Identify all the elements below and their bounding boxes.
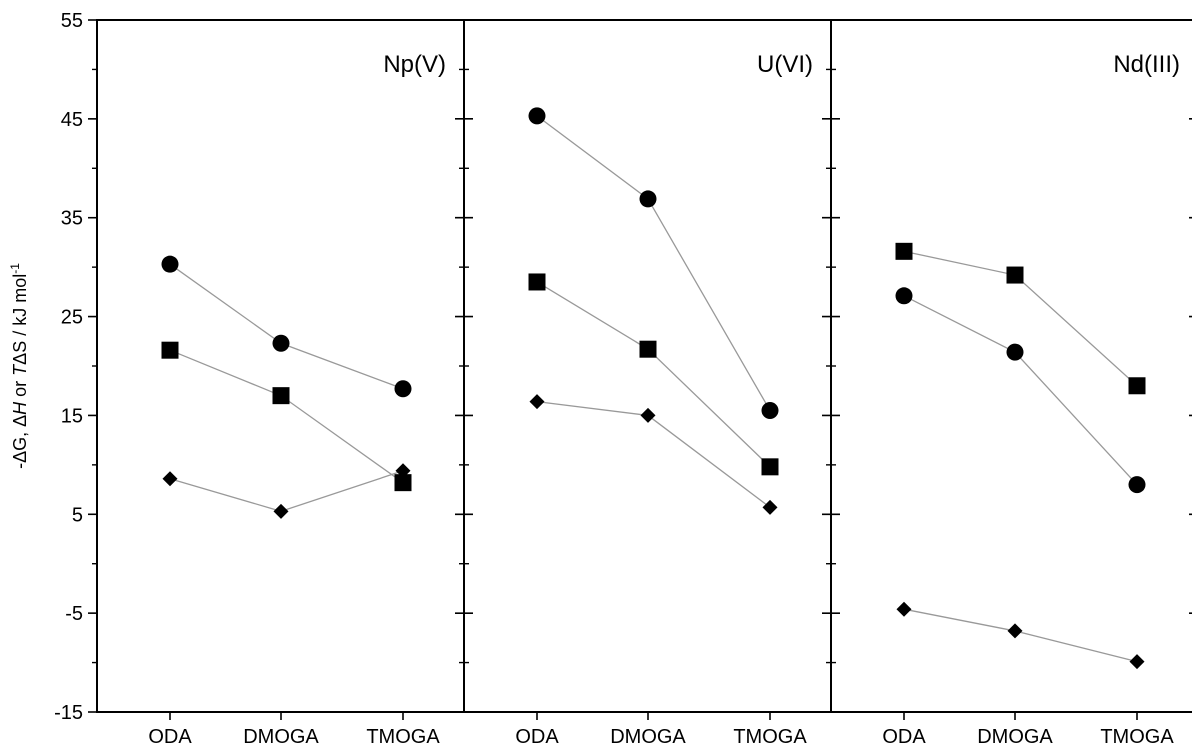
series-line-circle (536, 115, 771, 411)
data-point-square (1128, 377, 1146, 395)
series-line-square (536, 281, 771, 468)
data-point-circle (895, 287, 913, 305)
y-axis-label: -ΔG, ΔH or TΔS / kJ mol-1 (8, 263, 30, 469)
y-tick-label: 35 (61, 208, 83, 230)
series-line-diamond (536, 400, 771, 508)
y-tick-label: 25 (61, 307, 83, 329)
data-point-circle (161, 255, 179, 273)
data-point-diamond (529, 394, 545, 410)
panel-title: U(VI) (757, 51, 813, 78)
series-line-diamond (903, 608, 1138, 663)
data-point-diamond (896, 601, 912, 617)
data-point-diamond (395, 463, 411, 479)
data-point-circle (1128, 476, 1146, 494)
data-point-circle (394, 380, 412, 398)
data-point-diamond (762, 499, 778, 515)
data-point-diamond (1007, 623, 1023, 639)
data-point-circle (761, 401, 779, 419)
data-point-circle (1006, 343, 1024, 361)
y-tick-label: -15 (54, 702, 83, 724)
x-tick-label: ODA (148, 726, 192, 748)
data-point-square (895, 242, 913, 260)
series-markers (161, 107, 1146, 670)
data-point-diamond (640, 407, 656, 423)
data-point-circle (272, 334, 290, 352)
x-tick-label: TMOGA (366, 726, 440, 748)
data-point-square (639, 340, 657, 358)
x-tick-label: TMOGA (1100, 726, 1174, 748)
data-point-diamond (1129, 654, 1145, 670)
x-tick-label: DMOGA (610, 726, 686, 748)
data-point-square (272, 387, 290, 405)
y-tick-label: 5 (72, 504, 83, 526)
series-line-circle (169, 263, 404, 390)
y-tick-label: 15 (61, 405, 83, 427)
data-point-square (528, 273, 546, 291)
series-line-square (169, 349, 404, 484)
y-tick-label: -5 (65, 603, 83, 625)
x-tick-label: ODA (882, 726, 926, 748)
data-point-circle (528, 107, 546, 125)
x-tick-label: DMOGA (243, 726, 319, 748)
data-point-diamond (162, 471, 178, 487)
data-point-square (394, 474, 412, 492)
y-tick-label: 45 (61, 109, 83, 131)
axes (88, 19, 1192, 720)
panel-title: Np(V) (383, 51, 446, 78)
y-tick-label: 55 (61, 10, 83, 32)
data-point-diamond (273, 503, 289, 519)
x-tick-label: DMOGA (977, 726, 1053, 748)
y-axis-title: -ΔG, ΔH or TΔS / kJ mol-1 (8, 263, 30, 469)
x-tick-label: TMOGA (733, 726, 807, 748)
series-line-diamond (169, 470, 404, 513)
x-tick-label: ODA (515, 726, 559, 748)
data-point-circle (639, 190, 657, 208)
data-point-square (1006, 266, 1024, 284)
series-line-circle (903, 295, 1138, 486)
data-point-square (161, 341, 179, 359)
data-point-square (761, 458, 779, 476)
panel-title: Nd(III) (1113, 51, 1180, 78)
tick-labels: -15 -5 5 15 25 35 45 55 ODA DMOGA TMOGA Np(V) ODA DMO… (54, 10, 1180, 748)
